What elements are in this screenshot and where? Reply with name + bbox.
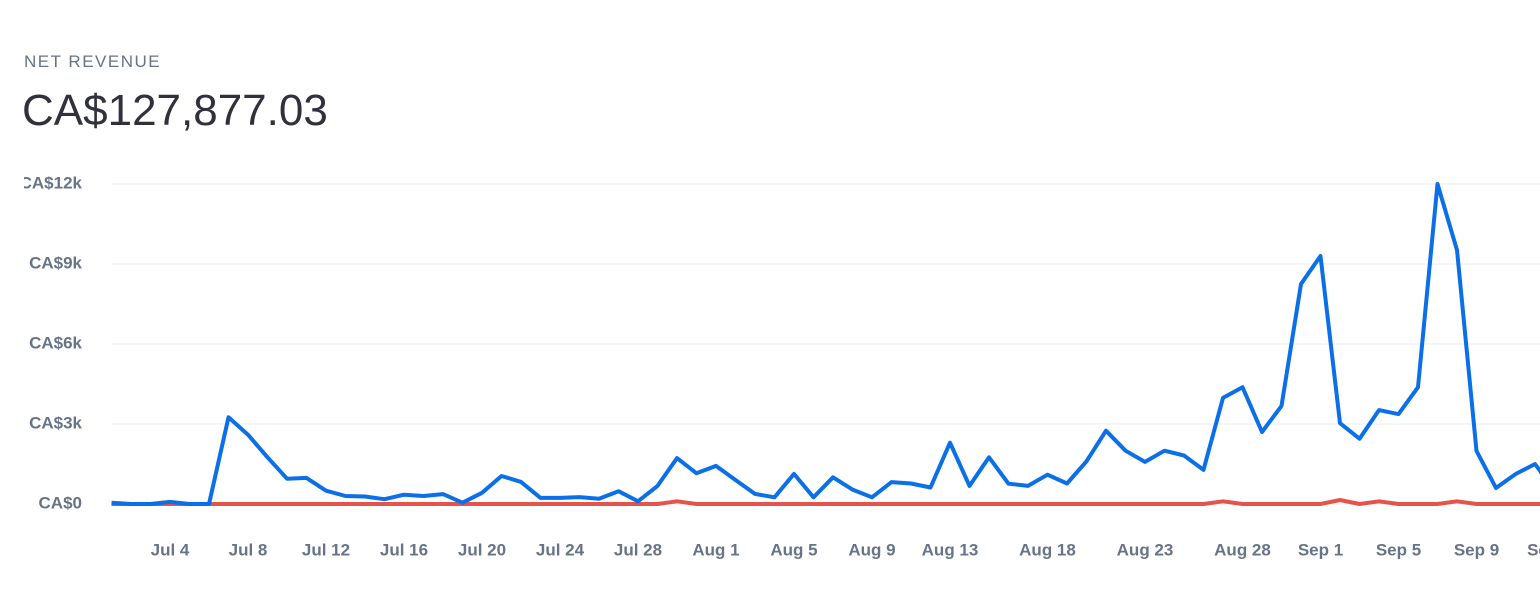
y-tick-label: CA$0 [39, 493, 82, 512]
y-tick-label: CA$12k [20, 173, 83, 192]
x-tick-label: Aug 9 [848, 540, 895, 559]
y-tick-label: CA$9k [29, 253, 82, 272]
x-tick-label: Sep 1 [1298, 540, 1343, 559]
x-tick-label: Aug 28 [1214, 540, 1271, 559]
x-tick-label: Jul 20 [458, 540, 506, 559]
series-line [111, 498, 1540, 506]
x-tick-label: Sep 9 [1454, 540, 1499, 559]
x-tick-label: Aug 13 [922, 540, 979, 559]
x-tick-label: Aug 23 [1117, 540, 1174, 559]
plot [111, 182, 1540, 506]
x-tick-label: Jul 8 [229, 540, 268, 559]
x-tick-label: Aug 1 [692, 540, 739, 559]
x-axis: Jul 4 Jul 8 Jul 12 Jul 16 Jul 20 Jul 24 Jul 28… [151, 540, 1540, 559]
x-tick-label: Aug 5 [770, 540, 817, 559]
x-tick-label: Jul 16 [380, 540, 428, 559]
series-line [111, 182, 1540, 506]
y-axis: CA$0 CA$3k CA$6k CA$9k CA$12k [20, 173, 83, 512]
y-tick-label: CA$3k [29, 413, 82, 432]
x-tick-label: Jul 24 [536, 540, 585, 559]
x-tick-label: Jul 4 [151, 540, 190, 559]
x-tick-label: Jul 28 [614, 540, 662, 559]
y-tick-label: CA$6k [29, 333, 82, 352]
x-tick-label: Sep 5 [1376, 540, 1421, 559]
grid [111, 183, 1540, 505]
total-value: CA$127,877.03 [22, 86, 328, 135]
x-tick-label: Sep 13 [1527, 540, 1540, 559]
chart-title: NET REVENUE [24, 52, 161, 71]
x-tick-label: Jul 12 [302, 540, 350, 559]
x-tick-label: Aug 18 [1019, 540, 1076, 559]
